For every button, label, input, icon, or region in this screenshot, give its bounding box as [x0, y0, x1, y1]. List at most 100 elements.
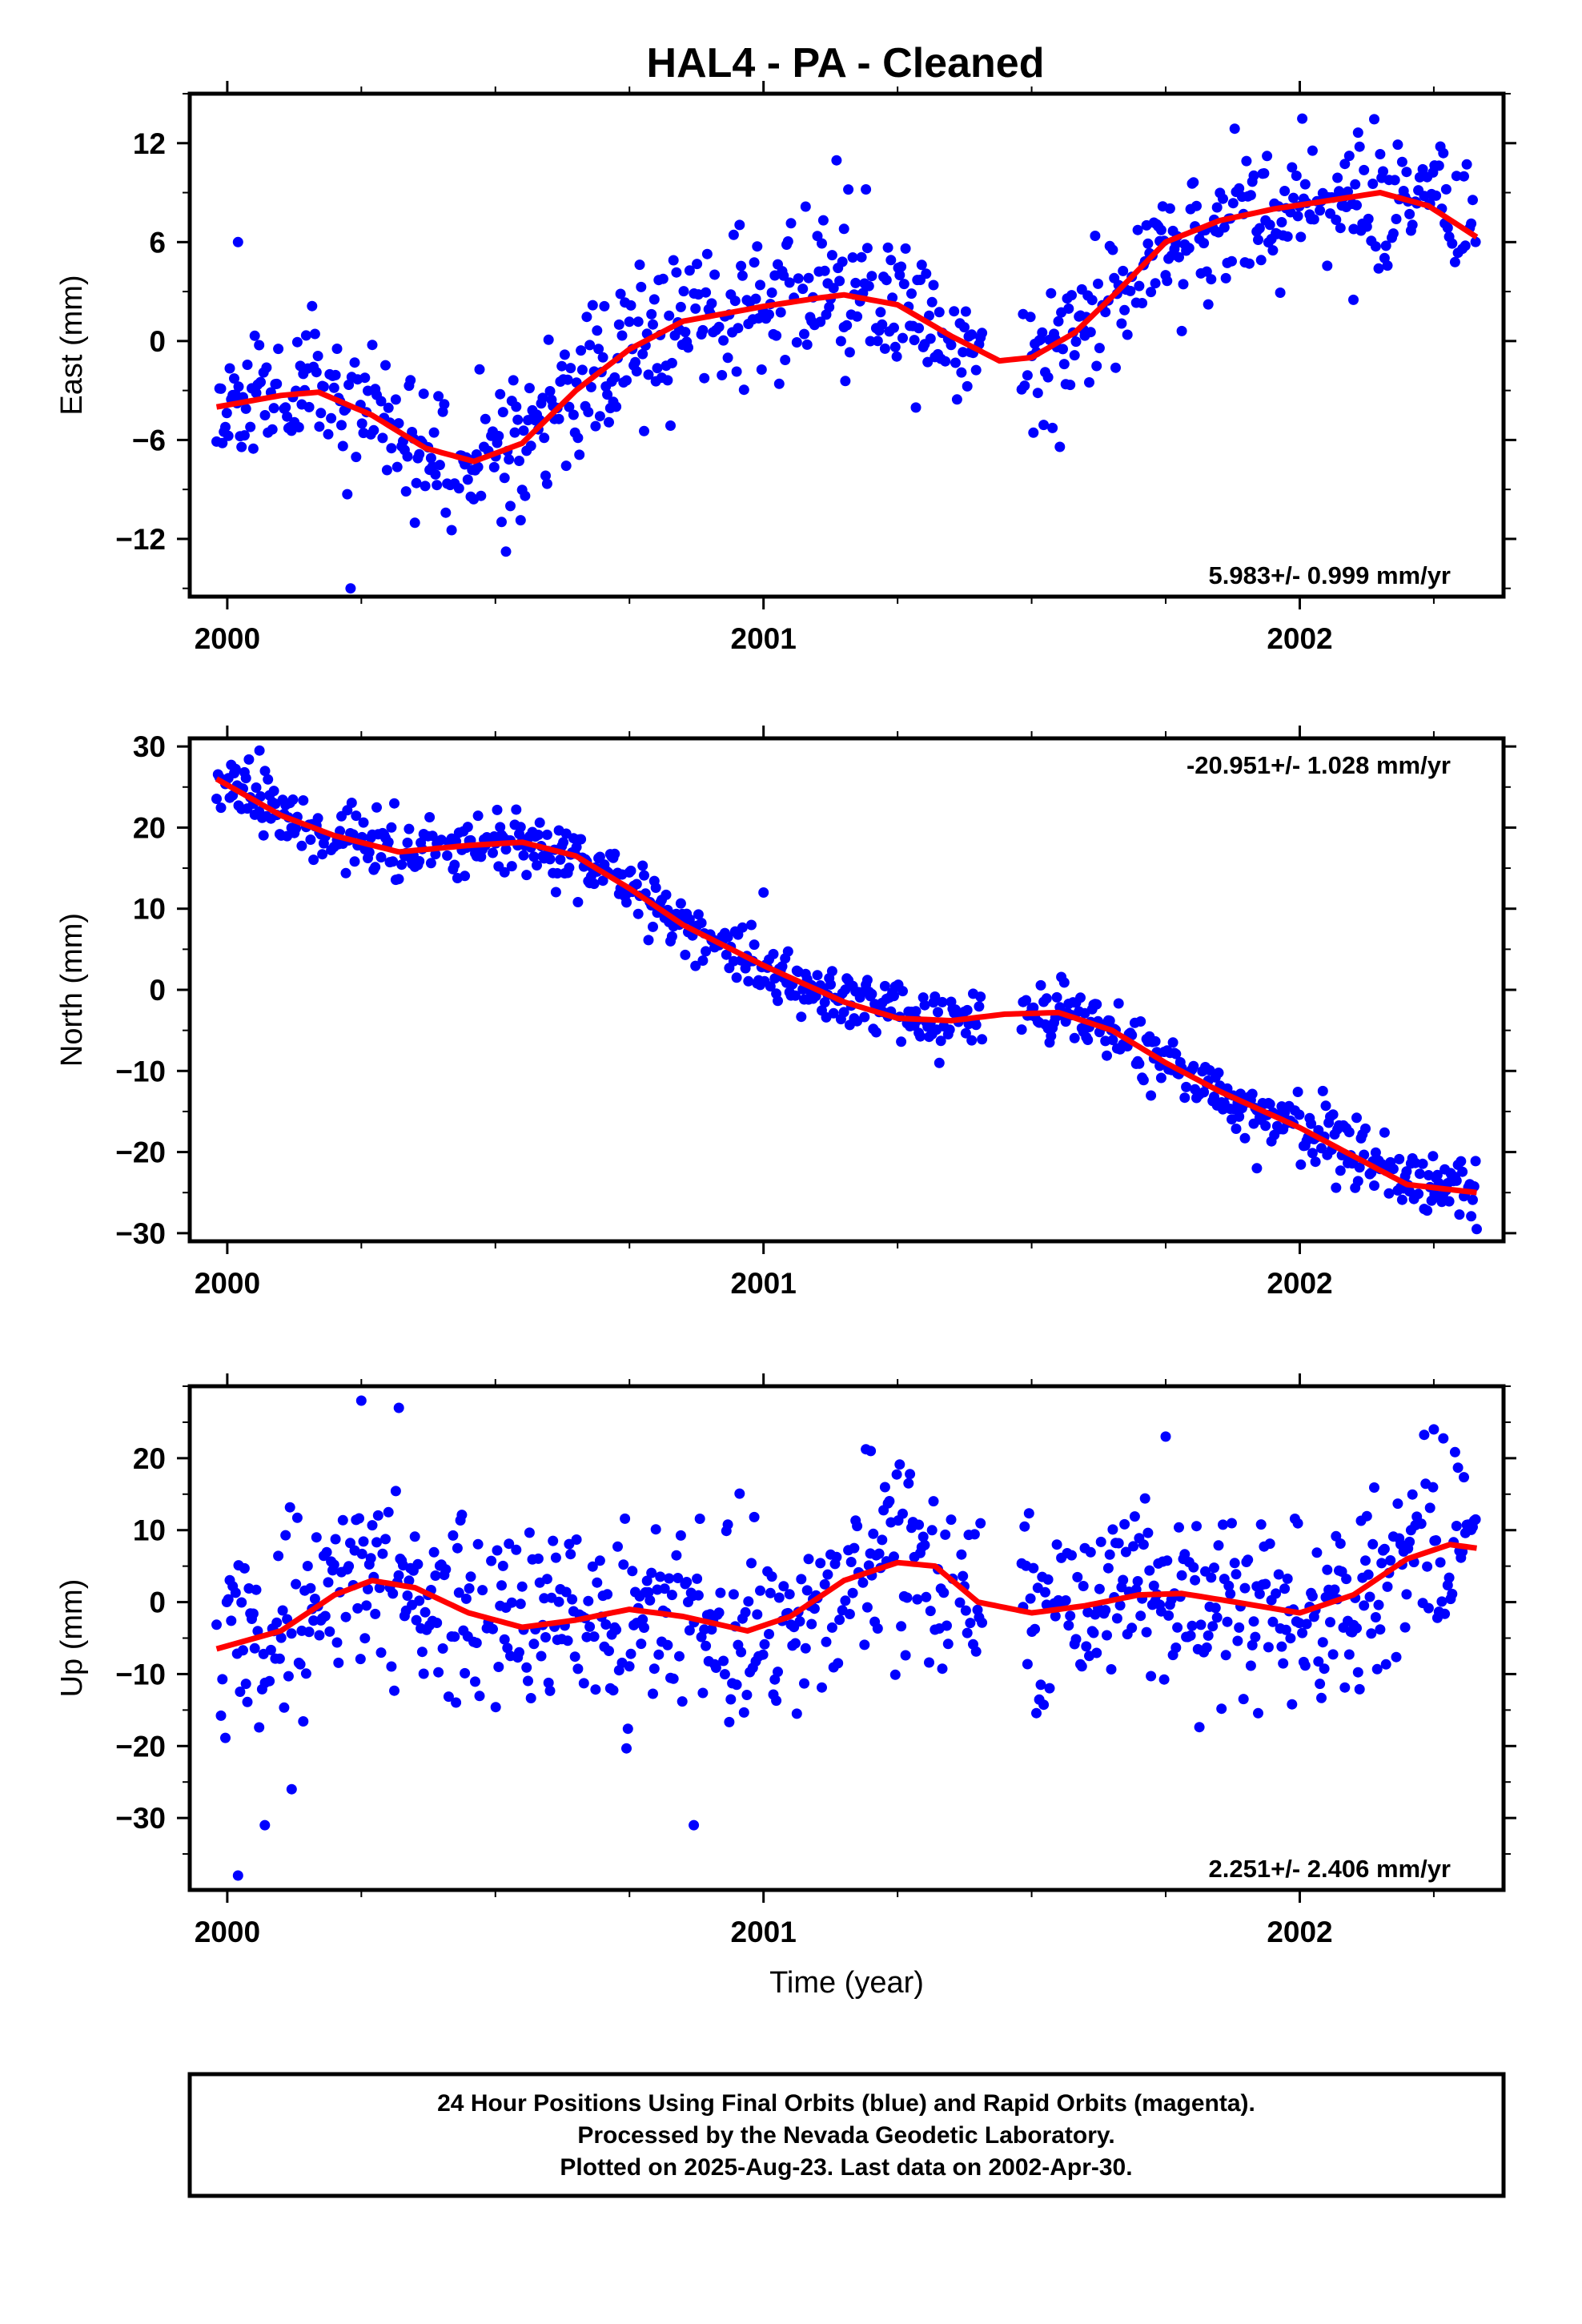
- east-point: [307, 300, 318, 312]
- up-point: [1065, 1610, 1076, 1622]
- up-point: [1422, 1561, 1433, 1572]
- east-point: [437, 406, 448, 417]
- up-point: [528, 1638, 540, 1650]
- up-point: [242, 1696, 253, 1707]
- east-point: [1107, 244, 1118, 255]
- up-point: [211, 1619, 222, 1630]
- north-point: [492, 804, 503, 815]
- north-point: [746, 919, 757, 931]
- east-point: [1468, 195, 1478, 206]
- east-point: [509, 427, 520, 438]
- north-point: [462, 822, 473, 833]
- up-point: [433, 1667, 444, 1678]
- east-point: [922, 356, 934, 368]
- north-xtick-label: 2002: [1267, 1267, 1332, 1300]
- north-point: [680, 949, 691, 960]
- east-point: [1119, 304, 1130, 316]
- east-point: [1389, 175, 1400, 186]
- north-point: [1167, 1037, 1178, 1048]
- north-point: [576, 834, 587, 845]
- east-point: [1308, 214, 1319, 225]
- up-point: [666, 1590, 677, 1601]
- east-point: [1203, 299, 1214, 310]
- east-point: [1440, 183, 1452, 195]
- up-ytick-label: −20: [115, 1730, 166, 1763]
- up-point: [728, 1589, 739, 1600]
- east-point: [356, 418, 367, 429]
- up-point: [778, 1581, 789, 1592]
- east-point: [775, 307, 786, 318]
- up-point: [919, 1539, 930, 1550]
- north-point: [697, 955, 709, 966]
- up-point: [1146, 1671, 1157, 1682]
- north-point: [934, 1057, 945, 1068]
- up-point: [900, 1650, 911, 1661]
- east-point: [856, 251, 867, 263]
- east-point: [1382, 260, 1393, 271]
- east-point: [1343, 186, 1353, 197]
- north-point: [1213, 1068, 1224, 1079]
- north-point: [1179, 1092, 1191, 1104]
- east-point: [692, 259, 703, 270]
- north-point: [1379, 1127, 1390, 1138]
- up-point: [1322, 1564, 1333, 1575]
- east-point: [1414, 171, 1425, 183]
- north-point: [828, 1007, 839, 1019]
- up-point: [1380, 1659, 1391, 1670]
- north-ytick-label: 10: [133, 893, 166, 926]
- north-point: [609, 848, 620, 859]
- up-point: [275, 1632, 287, 1643]
- east-xtick-label: 2002: [1267, 622, 1332, 655]
- up-point: [1163, 1610, 1174, 1621]
- up-point: [1385, 1555, 1396, 1566]
- up-point: [622, 1723, 633, 1735]
- up-point: [302, 1561, 313, 1571]
- east-point: [303, 401, 315, 412]
- east-point: [1038, 420, 1050, 431]
- north-point: [532, 830, 544, 840]
- north-point: [308, 854, 319, 866]
- up-point: [1088, 1627, 1099, 1638]
- north-point: [389, 798, 400, 809]
- east-point: [1199, 238, 1210, 249]
- up-point: [1091, 1647, 1102, 1659]
- north-point: [1431, 1169, 1443, 1180]
- up-point: [1415, 1518, 1427, 1530]
- north-point: [534, 817, 545, 828]
- north-ytick-label: 20: [133, 811, 166, 844]
- east-point: [819, 265, 830, 276]
- up-point: [550, 1552, 561, 1563]
- east-point: [593, 344, 604, 355]
- east-point: [1331, 215, 1342, 225]
- up-point: [543, 1677, 554, 1688]
- east-point: [632, 316, 644, 328]
- north-point: [230, 763, 241, 774]
- up-point: [1401, 1589, 1412, 1600]
- north-point: [1354, 1162, 1365, 1173]
- east-point: [946, 340, 957, 351]
- up-point: [796, 1574, 807, 1585]
- up-point: [1452, 1462, 1464, 1474]
- east-point: [850, 277, 861, 288]
- east-point: [1370, 241, 1381, 252]
- up-point: [460, 1667, 471, 1679]
- up-point: [284, 1502, 295, 1513]
- east-point: [916, 259, 927, 271]
- up-outlier-point: [259, 1819, 271, 1831]
- up-ylabel: Up (mm): [55, 1579, 89, 1698]
- north-xtick-label: 2001: [731, 1267, 797, 1300]
- north-point: [696, 918, 707, 928]
- up-point: [868, 1528, 879, 1539]
- up-point: [1072, 1571, 1083, 1582]
- north-point: [1170, 1048, 1182, 1059]
- up-point: [734, 1488, 745, 1499]
- east-point: [949, 306, 960, 317]
- up-point: [1427, 1482, 1439, 1493]
- up-point: [1102, 1562, 1114, 1574]
- east-point: [565, 363, 576, 374]
- up-point: [428, 1546, 440, 1558]
- up-point: [1223, 1580, 1235, 1591]
- east-point: [771, 330, 782, 341]
- east-point: [239, 430, 250, 441]
